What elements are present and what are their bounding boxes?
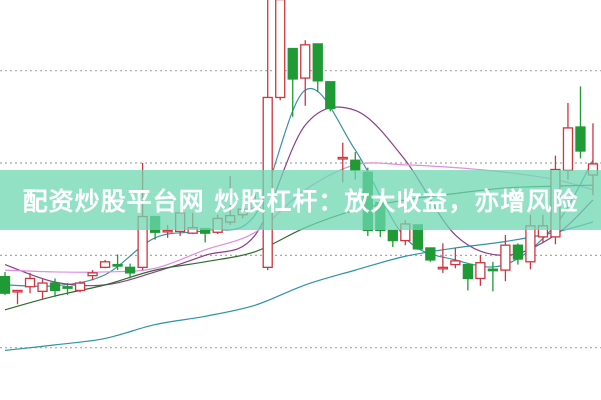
candle-down [62, 286, 73, 289]
candle-down [462, 263, 474, 280]
candle-down [350, 159, 361, 172]
candle-up [74, 282, 86, 292]
candle-down [325, 81, 336, 110]
candle-down [425, 247, 436, 261]
candle-up [99, 261, 111, 268]
candle-down [487, 268, 499, 272]
candle-up [37, 282, 48, 292]
candle-down [575, 126, 586, 152]
candle-up [162, 229, 173, 233]
candle-up [450, 260, 461, 266]
candle-down [124, 266, 136, 274]
candle-down [287, 47, 298, 80]
candle-up [437, 266, 449, 270]
candle-up [475, 262, 486, 280]
title-banner: 配资炒股平台网 炒股杠杆：放大收益，亦增风险 [0, 170, 601, 230]
candle-up [562, 127, 574, 172]
candle-up [275, 0, 286, 99]
candle-up [525, 225, 536, 263]
candle-up [300, 44, 311, 79]
candle-down [0, 275, 11, 294]
candle-up [500, 244, 511, 271]
candle-down [312, 43, 323, 82]
candle-down [387, 229, 398, 242]
candle-up [337, 156, 348, 160]
banner-text: 配资炒股平台网 炒股杠杆：放大收益，亦增风险 [22, 187, 579, 216]
candle-down [112, 263, 123, 267]
candle-up [87, 272, 98, 277]
candle-down [512, 244, 524, 260]
candle-up [24, 277, 36, 288]
candle-up [12, 289, 23, 293]
candle-down [49, 282, 61, 292]
